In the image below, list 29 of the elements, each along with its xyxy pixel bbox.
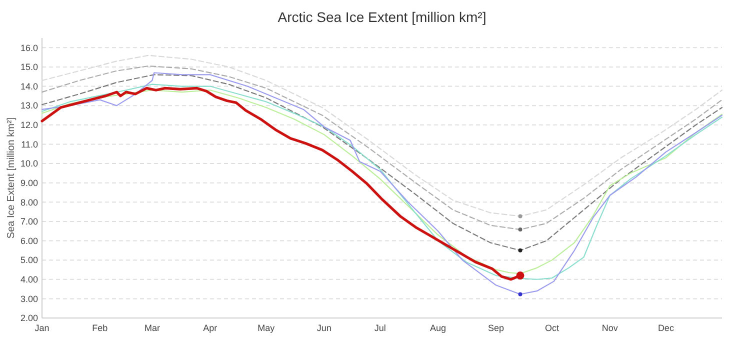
y-tick-label: 12.0 <box>20 120 38 130</box>
y-tick-label: 13.0 <box>20 100 38 111</box>
y-tick-label: 6.00 <box>20 236 38 246</box>
y-tick-label: 7.00 <box>20 216 38 227</box>
x-tick-label: Jan <box>34 323 50 333</box>
x-tick-label: Nov <box>602 323 618 333</box>
y-tick-label: 10.0 <box>20 158 38 169</box>
y-tick-label: 8.00 <box>20 197 38 208</box>
x-tick-label: Jun <box>316 323 332 333</box>
x-tick-label: Apr <box>203 323 218 333</box>
x-tick-label: Mar <box>144 323 160 333</box>
chart-title: Arctic Sea Ice Extent [million km²] <box>278 9 486 25</box>
x-tick-label: Jul <box>374 323 386 333</box>
y-tick-label: 4.00 <box>20 274 38 285</box>
x-tick-label: Dec <box>658 323 674 333</box>
y-tick-label: 11.0 <box>21 139 38 150</box>
y-tick-label: 14.0 <box>20 81 38 92</box>
x-tick-label: Oct <box>544 323 560 333</box>
y-tick-label: 16.0 <box>20 42 38 53</box>
y-tick-label: 5.00 <box>20 255 38 266</box>
x-tick-label: Aug <box>430 323 446 333</box>
x-tick-label: Sep <box>488 323 504 333</box>
y-axis-title: Sea Ice Extent [million km²] <box>6 117 17 239</box>
y-tick-label: 9.00 <box>20 178 38 188</box>
y-tick-label: 2.00 <box>20 313 38 324</box>
y-tick-label: 15.0 <box>20 62 38 72</box>
x-tick-label: May <box>258 323 276 333</box>
x-tick-label: Feb <box>92 323 108 333</box>
y-tick-label: 3.00 <box>20 294 38 304</box>
